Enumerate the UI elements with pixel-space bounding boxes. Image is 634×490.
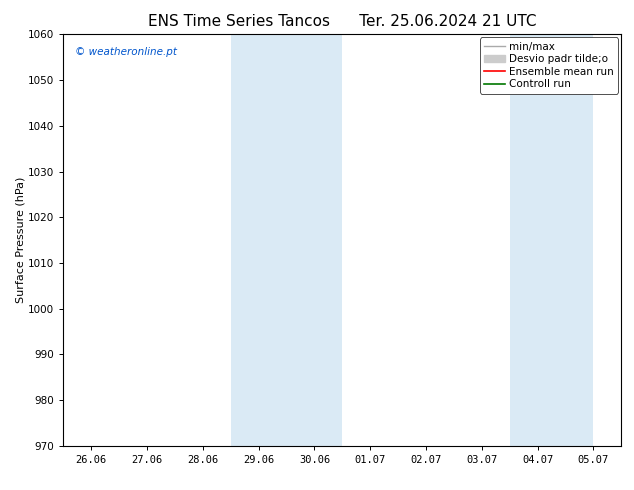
Legend: min/max, Desvio padr tilde;o, Ensemble mean run, Controll run: min/max, Desvio padr tilde;o, Ensemble m…	[480, 37, 618, 94]
Bar	[231, 34, 342, 446]
Bar	[510, 34, 593, 446]
Title: ENS Time Series Tancos      Ter. 25.06.2024 21 UTC: ENS Time Series Tancos Ter. 25.06.2024 2…	[148, 14, 536, 29]
Y-axis label: Surface Pressure (hPa): Surface Pressure (hPa)	[15, 177, 25, 303]
Text: © weatheronline.pt: © weatheronline.pt	[75, 47, 176, 57]
